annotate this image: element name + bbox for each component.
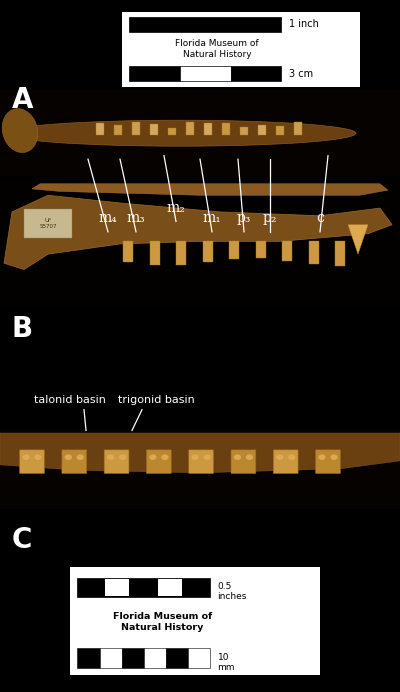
Ellipse shape bbox=[2, 109, 38, 153]
Bar bbox=[180, 66, 231, 81]
Bar bbox=[282, 242, 292, 261]
Bar bbox=[144, 648, 166, 668]
Bar bbox=[204, 123, 212, 136]
Ellipse shape bbox=[65, 455, 72, 460]
Text: B: B bbox=[12, 315, 33, 343]
Bar bbox=[186, 122, 194, 136]
Bar bbox=[100, 648, 122, 668]
Text: p₂: p₂ bbox=[263, 211, 277, 225]
Ellipse shape bbox=[34, 455, 42, 460]
Ellipse shape bbox=[161, 455, 168, 460]
Text: A: A bbox=[12, 86, 34, 114]
Bar bbox=[176, 242, 186, 265]
Bar bbox=[70, 567, 320, 675]
Bar bbox=[276, 126, 284, 136]
Text: m₂: m₂ bbox=[166, 201, 186, 215]
Text: m₄: m₄ bbox=[99, 211, 117, 225]
Text: m₃: m₃ bbox=[127, 211, 145, 225]
Bar bbox=[166, 648, 188, 668]
Polygon shape bbox=[0, 433, 400, 473]
Text: UF
55707: UF 55707 bbox=[39, 218, 57, 229]
Ellipse shape bbox=[119, 455, 126, 460]
Bar bbox=[0, 429, 400, 509]
FancyBboxPatch shape bbox=[231, 450, 256, 473]
Bar bbox=[123, 242, 133, 262]
Ellipse shape bbox=[77, 455, 84, 460]
Ellipse shape bbox=[318, 455, 326, 460]
Bar bbox=[229, 242, 239, 259]
Bar bbox=[240, 127, 248, 136]
Bar bbox=[96, 123, 104, 136]
FancyBboxPatch shape bbox=[62, 450, 87, 473]
Text: talonid basin: talonid basin bbox=[34, 395, 106, 405]
Ellipse shape bbox=[330, 455, 338, 460]
Bar bbox=[222, 123, 230, 136]
Bar bbox=[129, 66, 180, 81]
Bar bbox=[0, 90, 400, 176]
FancyBboxPatch shape bbox=[273, 450, 298, 473]
Bar bbox=[150, 124, 158, 136]
Bar bbox=[294, 122, 302, 136]
Bar bbox=[78, 578, 210, 597]
Ellipse shape bbox=[246, 455, 253, 460]
Text: 0.5
inches: 0.5 inches bbox=[218, 582, 247, 601]
Bar bbox=[202, 242, 212, 262]
Bar bbox=[0, 180, 400, 308]
Text: p₃: p₃ bbox=[237, 211, 251, 225]
Bar bbox=[129, 17, 282, 32]
Bar bbox=[158, 579, 182, 596]
Ellipse shape bbox=[192, 455, 199, 460]
Bar bbox=[258, 125, 266, 136]
Bar bbox=[122, 12, 360, 86]
FancyBboxPatch shape bbox=[316, 450, 340, 473]
Text: c: c bbox=[316, 211, 324, 225]
Ellipse shape bbox=[234, 455, 241, 460]
Polygon shape bbox=[32, 184, 388, 195]
Text: Florida Museum of
Natural History: Florida Museum of Natural History bbox=[113, 612, 212, 632]
Bar bbox=[256, 242, 266, 258]
Text: m₁: m₁ bbox=[203, 211, 221, 225]
Ellipse shape bbox=[22, 455, 30, 460]
Ellipse shape bbox=[288, 455, 295, 460]
Polygon shape bbox=[348, 225, 368, 254]
FancyBboxPatch shape bbox=[189, 450, 214, 473]
Bar bbox=[150, 242, 160, 265]
Bar bbox=[308, 242, 318, 264]
Bar bbox=[105, 579, 129, 596]
Ellipse shape bbox=[276, 455, 283, 460]
Text: 1 inch: 1 inch bbox=[288, 19, 318, 30]
Ellipse shape bbox=[204, 455, 211, 460]
Text: 3 cm: 3 cm bbox=[288, 69, 313, 79]
Bar bbox=[122, 648, 144, 668]
Ellipse shape bbox=[107, 455, 114, 460]
FancyBboxPatch shape bbox=[104, 450, 129, 473]
Bar bbox=[231, 66, 282, 81]
Text: trigonid basin: trigonid basin bbox=[118, 395, 194, 405]
Bar bbox=[78, 648, 100, 668]
Polygon shape bbox=[4, 195, 392, 270]
Bar bbox=[24, 210, 72, 237]
Bar bbox=[188, 648, 210, 668]
Bar bbox=[168, 128, 176, 136]
Ellipse shape bbox=[149, 455, 156, 460]
Bar bbox=[335, 242, 345, 266]
Bar bbox=[132, 122, 140, 136]
Text: C: C bbox=[12, 526, 32, 554]
Ellipse shape bbox=[4, 120, 356, 146]
Text: 10
mm: 10 mm bbox=[218, 653, 235, 672]
Text: Florida Museum of
Natural History: Florida Museum of Natural History bbox=[175, 39, 259, 60]
FancyBboxPatch shape bbox=[146, 450, 171, 473]
FancyBboxPatch shape bbox=[20, 450, 44, 473]
Bar bbox=[114, 125, 122, 136]
